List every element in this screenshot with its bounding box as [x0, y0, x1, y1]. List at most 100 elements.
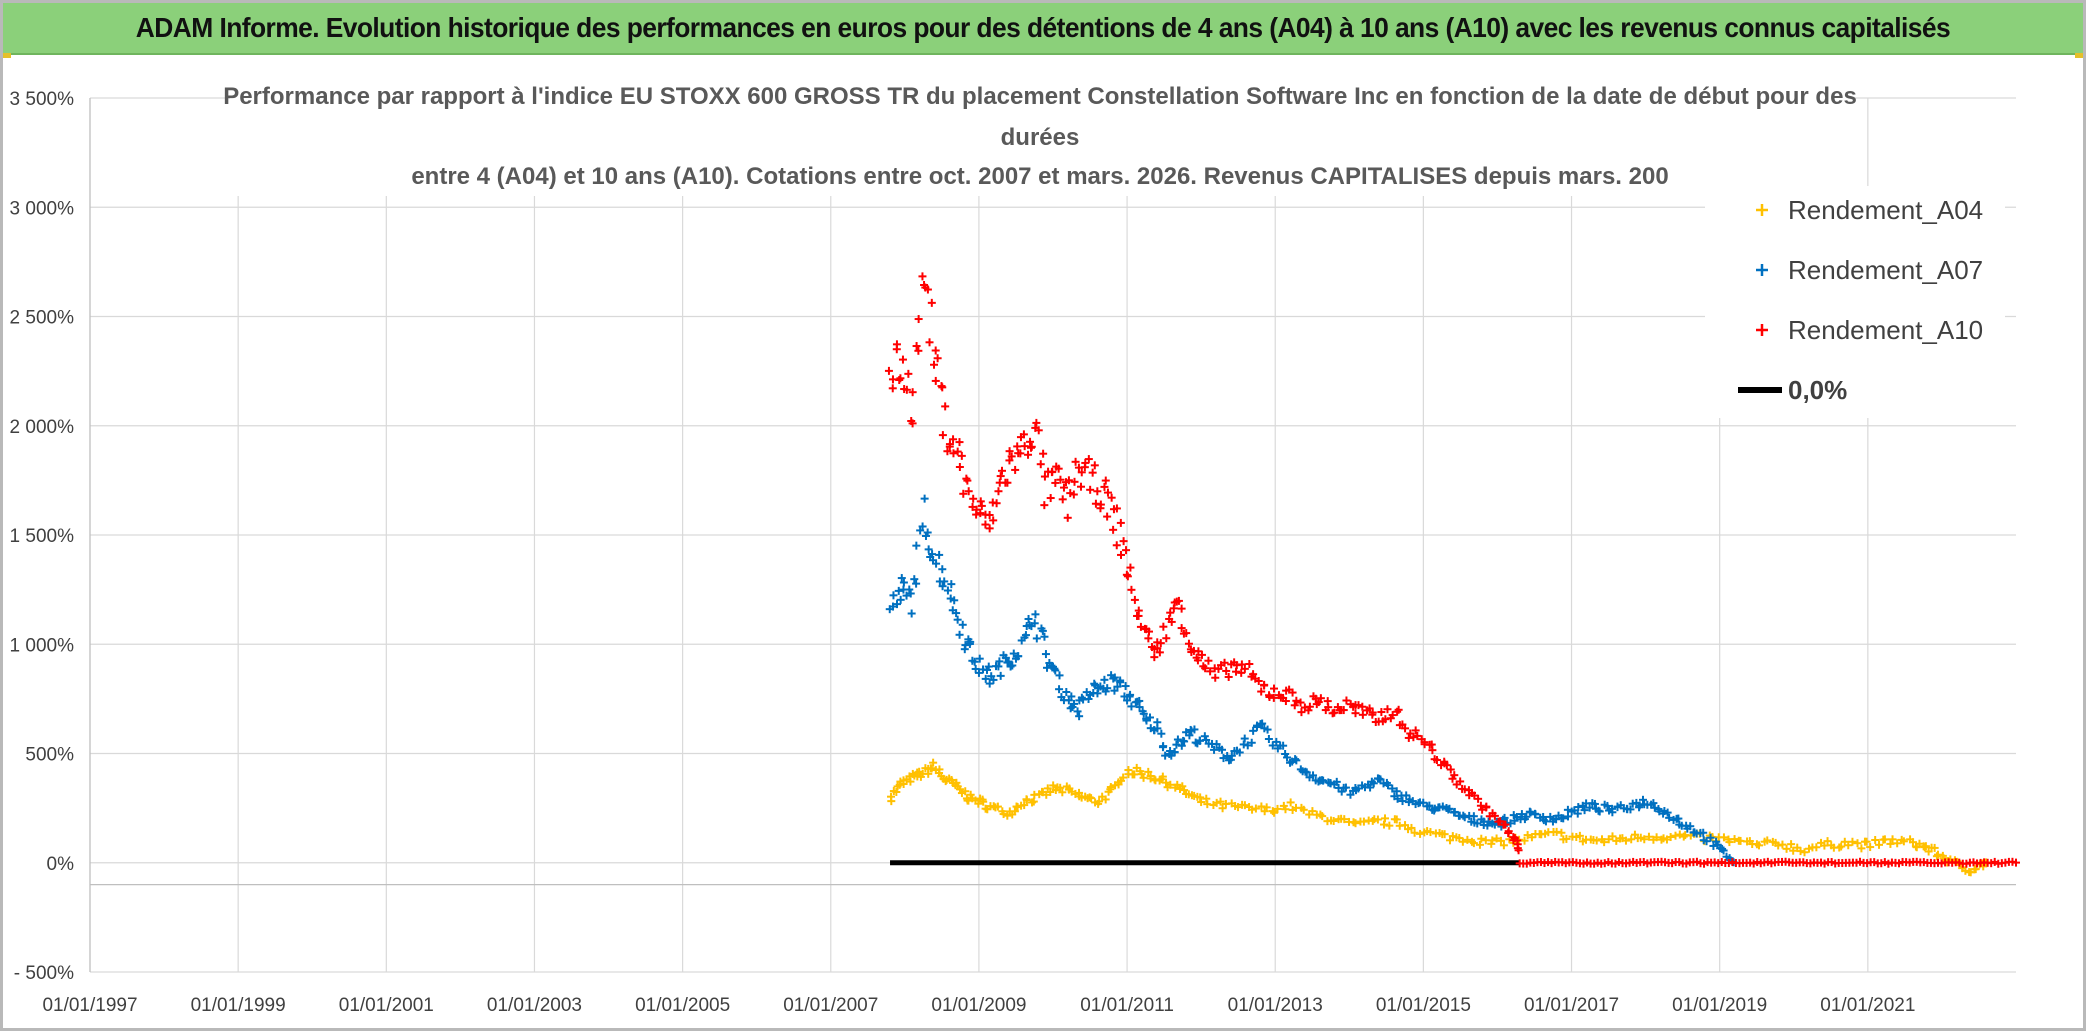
data-point: [1541, 817, 1550, 826]
data-point: [1122, 546, 1131, 555]
data-point: [952, 609, 961, 618]
data-point: [1719, 846, 1728, 855]
data-point: [933, 354, 942, 363]
data-point: [1302, 768, 1311, 777]
data-point: [1381, 814, 1390, 823]
data-point: [1309, 771, 1318, 780]
y-tick-label: 2 500%: [10, 308, 75, 329]
data-point: [1202, 794, 1211, 803]
data-point: [1341, 783, 1350, 792]
data-point: [1888, 835, 1897, 844]
data-point: [1383, 781, 1392, 790]
data-point: [998, 466, 1007, 475]
data-point: [1800, 848, 1809, 857]
y-tick-label: 3 500%: [10, 89, 75, 110]
data-point: [1024, 450, 1033, 459]
data-point: [950, 596, 959, 605]
data-point: [1411, 726, 1420, 735]
data-point: [1574, 803, 1583, 812]
data-point: [1204, 656, 1213, 665]
data-point: [938, 582, 947, 591]
data-point: [945, 442, 954, 451]
data-point: [1763, 836, 1772, 845]
data-point: [1096, 500, 1105, 509]
y-tick-label: 3 000%: [10, 198, 75, 219]
data-point: [1297, 708, 1306, 717]
data-point: [1908, 838, 1917, 847]
data-point: [1069, 490, 1078, 499]
data-point: [1492, 834, 1501, 843]
data-point: [920, 494, 929, 503]
data-point: [1222, 666, 1231, 675]
data-point: [1112, 541, 1121, 550]
data-point: [1368, 708, 1377, 717]
data-point: [1562, 834, 1571, 843]
data-point: [1398, 797, 1407, 806]
data-point: [1177, 741, 1186, 750]
data-point: [1167, 617, 1176, 626]
data-point: [1069, 699, 1078, 708]
data-point: [1240, 801, 1249, 810]
data-point: [1235, 748, 1244, 757]
data-point: [974, 799, 983, 808]
data-point: [1077, 482, 1086, 491]
legend-marker-a04: [1756, 204, 1768, 216]
data-point: [1190, 725, 1199, 734]
data-point: [1262, 803, 1271, 812]
data-point: [985, 524, 994, 533]
data-point: [1812, 843, 1821, 852]
data-point: [1324, 703, 1333, 712]
x-tick-label: 01/01/2019: [1672, 995, 1767, 1016]
data-point: [1365, 704, 1374, 713]
data-point: [930, 360, 939, 369]
data-point: [1201, 664, 1210, 673]
data-point: [906, 589, 915, 598]
data-point: [947, 580, 956, 589]
y-tick-label: 1 500%: [10, 526, 75, 547]
data-point: [981, 674, 990, 683]
data-point: [1051, 478, 1060, 487]
data-point: [1112, 504, 1121, 513]
data-point: [1058, 788, 1067, 797]
data-point: [1383, 705, 1392, 714]
data-point: [995, 657, 1004, 666]
data-point: [1090, 679, 1099, 688]
data-point: [908, 419, 917, 428]
data-point: [964, 487, 973, 496]
data-point: [1428, 746, 1437, 755]
data-point: [1279, 741, 1288, 750]
data-point: [1218, 804, 1227, 813]
data-point: [1316, 694, 1325, 703]
data-point: [1144, 627, 1153, 636]
y-tick-label: 0%: [47, 854, 75, 875]
data-point: [1899, 837, 1908, 846]
data-point: [1185, 731, 1194, 740]
data-point: [1339, 706, 1348, 715]
data-point: [1055, 685, 1064, 694]
data-point: [910, 575, 919, 584]
data-point: [1157, 729, 1166, 738]
x-axis-tick-labels: 01/01/1997 01/01/1999 01/01/2001 01/01/2003…: [42, 995, 1915, 1016]
data-point: [1644, 832, 1653, 841]
data-point: [1288, 688, 1297, 697]
data-point: [1022, 796, 1031, 805]
data-point: [1240, 664, 1249, 673]
data-point: [1359, 817, 1368, 826]
data-point: [1557, 828, 1566, 837]
data-point: [1126, 690, 1135, 699]
data-point: [1119, 773, 1128, 782]
data-point: [1269, 693, 1278, 702]
data-point: [1442, 761, 1451, 770]
data-point: [1482, 802, 1491, 811]
data-point: [1101, 795, 1110, 804]
data-point: [1237, 660, 1246, 669]
data-point: [918, 522, 927, 531]
data-point: [912, 342, 921, 351]
data-point: [1063, 513, 1072, 522]
data-point: [1032, 418, 1041, 427]
data-point: [1292, 696, 1301, 705]
data-point: [902, 385, 911, 394]
data-point: [1782, 844, 1791, 853]
data-point: [1501, 820, 1510, 829]
data-point: [1103, 684, 1112, 693]
